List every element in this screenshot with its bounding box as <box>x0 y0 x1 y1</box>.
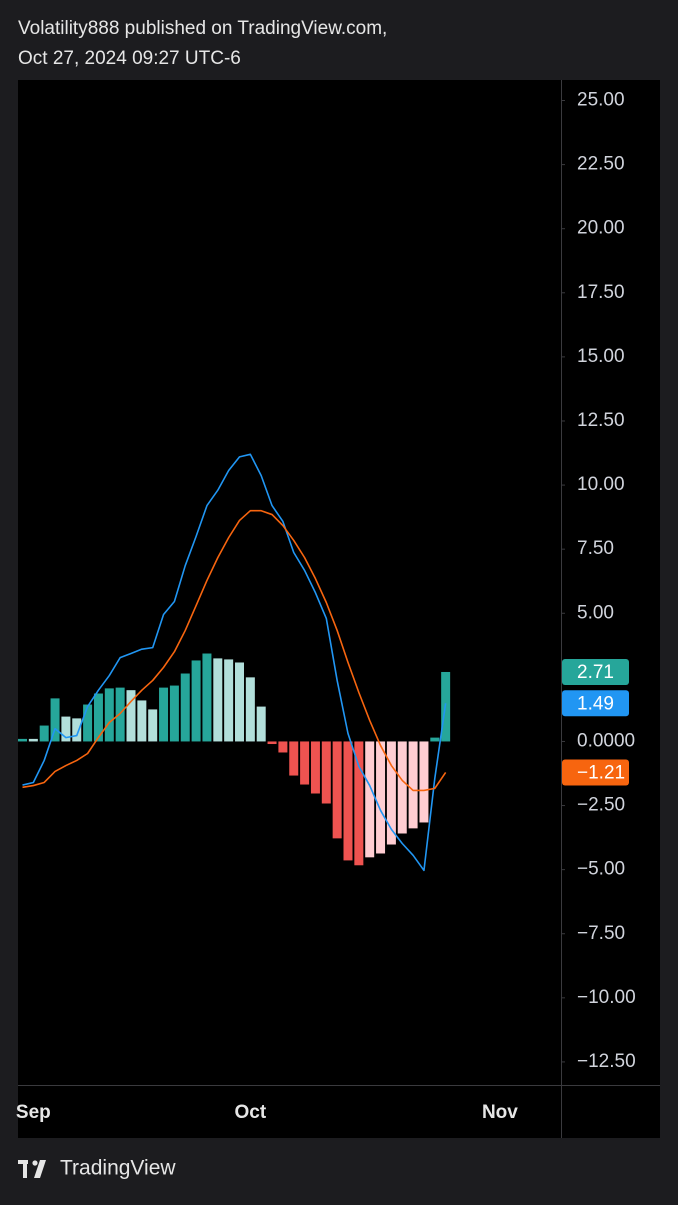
histogram-bar <box>300 741 310 785</box>
brand-name: TradingView <box>60 1157 176 1180</box>
histogram-bar <box>386 741 396 845</box>
publish-date: Oct 27, 2024 09:27 UTC-6 <box>18 48 241 69</box>
histogram-bar <box>310 741 320 794</box>
histogram-bar <box>93 693 103 742</box>
publisher-line: Volatility888 published on TradingView.c… <box>18 18 387 39</box>
histogram-bar <box>28 738 38 742</box>
indicator-line <box>22 453 447 872</box>
histogram-bar <box>224 659 234 742</box>
y-tick-label: 22.50 <box>577 154 625 175</box>
histogram-bar <box>18 738 27 742</box>
histogram-bar <box>343 741 353 861</box>
last-value-badge <box>562 690 629 717</box>
histogram-bar <box>376 741 386 854</box>
histogram-bar <box>278 741 288 753</box>
histogram-bar <box>408 741 418 829</box>
y-tick-label: 5.00 <box>577 602 614 623</box>
last-value-badge <box>562 658 629 685</box>
y-tick-label: 10.00 <box>577 474 625 495</box>
histogram-bar <box>39 725 49 742</box>
last-value-label: −1.21 <box>577 762 625 783</box>
histogram-bar <box>235 662 244 742</box>
histogram-bar <box>137 700 147 742</box>
y-tick-label: −12.50 <box>577 1051 636 1072</box>
histogram-bar <box>61 716 71 742</box>
histogram-bar <box>321 741 331 804</box>
y-tick-label: −7.50 <box>577 923 625 944</box>
histogram-bar <box>332 741 342 839</box>
y-tick-label: 0.0000 <box>577 730 635 751</box>
y-tick-label: −10.00 <box>577 987 636 1008</box>
x-tick-label: Sep <box>16 1102 51 1123</box>
y-tick-label: 12.50 <box>577 410 625 431</box>
histogram-bar <box>126 690 136 742</box>
y-tick-label: −2.50 <box>577 795 625 816</box>
last-value-label: 2.71 <box>577 662 614 683</box>
y-tick-label: 7.50 <box>577 538 614 559</box>
histogram-bar <box>354 741 364 866</box>
indicator-line <box>22 509 447 792</box>
x-tick-label: Oct <box>235 1102 267 1123</box>
y-tick-label: 15.00 <box>577 346 625 367</box>
last-value-badge <box>562 759 629 786</box>
axes: 25.00 22.50 20.00 17.50 15.00 12.50 10.00 7.50 5… <box>16 90 636 1123</box>
histogram-bar <box>159 687 169 742</box>
histogram-bar <box>169 685 179 742</box>
brand-logo <box>18 1160 46 1178</box>
histogram-bar <box>50 698 60 742</box>
histogram-bar <box>289 741 299 776</box>
histogram-bar <box>180 673 190 742</box>
histogram-bar <box>245 677 255 742</box>
histogram-bar <box>365 741 375 858</box>
histogram-bar <box>72 718 82 742</box>
chart-panel <box>18 80 660 1138</box>
histogram-bar <box>213 658 223 742</box>
histogram-bar <box>83 704 93 742</box>
plot-area <box>18 453 451 872</box>
last-value-label: 1.49 <box>577 693 614 714</box>
histogram-bar <box>104 688 114 742</box>
y-tick-label: −5.00 <box>577 859 625 880</box>
histogram-bar <box>148 709 158 742</box>
histogram-bar <box>419 741 429 823</box>
y-tick-label: 25.00 <box>577 90 625 111</box>
histogram-bar <box>397 741 407 834</box>
histogram-bar <box>191 660 201 742</box>
y-tick-label: 17.50 <box>577 282 625 303</box>
x-tick-label: Nov <box>482 1102 518 1123</box>
histogram-bar <box>202 653 212 742</box>
histogram-bar <box>267 741 277 745</box>
histogram-bar <box>430 737 440 742</box>
y-tick-label: 20.00 <box>577 218 625 239</box>
histogram-bar <box>256 706 266 742</box>
